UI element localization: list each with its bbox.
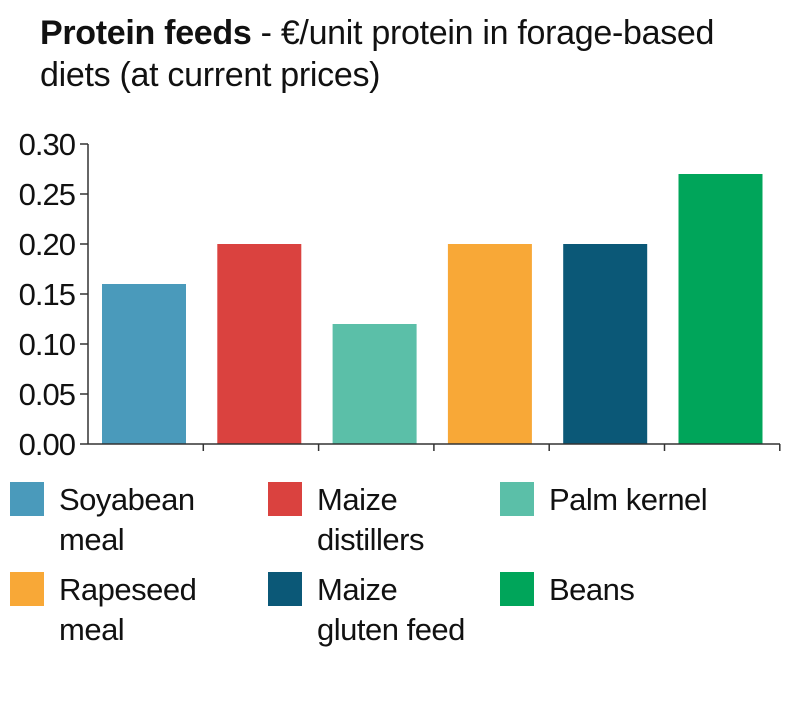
legend-item: Maize distillers <box>268 480 557 560</box>
bar-palm-kernel <box>332 324 417 444</box>
legend-swatch <box>10 572 44 606</box>
bar-maize-gluten-feed <box>563 244 648 444</box>
bar-soyabean-meal <box>102 284 186 444</box>
legend-label: Palm kernel <box>549 482 708 517</box>
y-tick-label: 0.30 <box>19 127 76 162</box>
legend-swatch <box>268 572 302 606</box>
y-tick-label: 0.20 <box>19 227 76 262</box>
y-tick-label: 0.15 <box>19 277 75 312</box>
bar-beans <box>678 174 763 444</box>
y-tick-label: 0.25 <box>19 177 75 212</box>
title-bold: Protein feeds <box>40 14 252 52</box>
legend-item: Maize gluten feed <box>268 570 557 650</box>
bar-rapeseed-meal <box>447 244 532 444</box>
legend-label: Maize distillers <box>317 482 424 557</box>
legend-item: Soyabean meal <box>10 480 299 560</box>
legend-item: Rapeseed meal <box>10 570 299 650</box>
legend-swatch <box>10 482 44 516</box>
legend-swatch <box>268 482 302 516</box>
legend-item: Palm kernel <box>500 480 789 520</box>
legend-item: Beans <box>500 570 789 610</box>
chart-title: Protein feeds - €/unit protein in forage… <box>40 12 790 96</box>
bar-maize-distillers <box>217 244 302 444</box>
legend-label: Rapeseed meal <box>59 572 197 647</box>
legend-swatch <box>500 572 534 606</box>
y-tick-label: 0.05 <box>19 377 75 412</box>
legend-label: Maize gluten feed <box>317 572 465 647</box>
legend-label: Beans <box>549 572 635 607</box>
legend-label: Soyabean meal <box>59 482 195 557</box>
y-tick-label: 0.10 <box>19 327 76 362</box>
legend-swatch <box>500 482 534 516</box>
y-tick-label: 0.00 <box>19 427 76 462</box>
title-rest: - €/unit protein in forage-based diets (… <box>40 14 715 94</box>
